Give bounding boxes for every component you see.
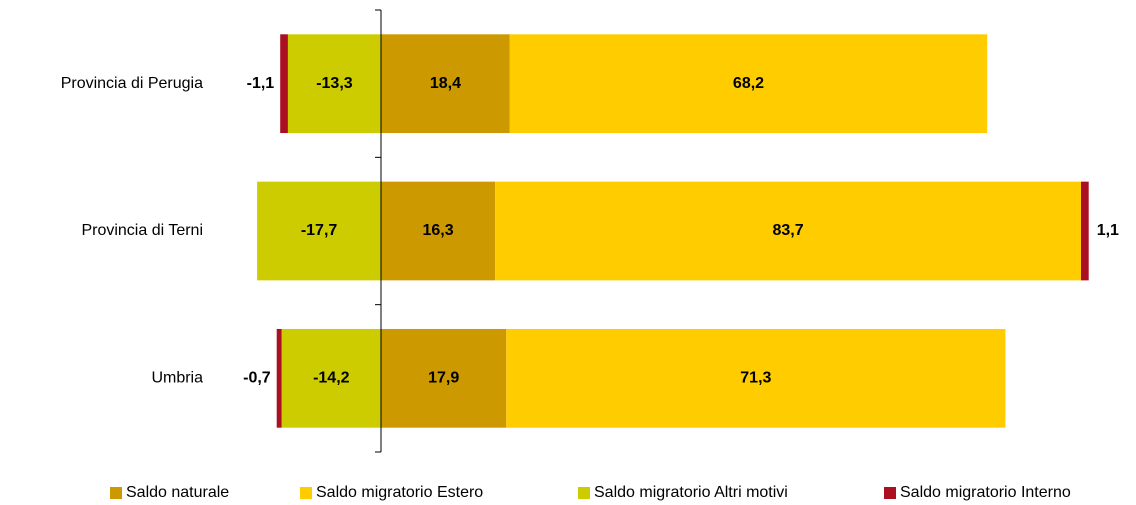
data-label: 83,7 (772, 222, 803, 239)
data-label: -13,3 (316, 75, 353, 92)
data-label: -17,7 (301, 222, 338, 239)
legend-swatch (578, 487, 590, 499)
data-label: 16,3 (422, 222, 453, 239)
bar-segment (381, 34, 510, 134)
bar-segment (276, 328, 282, 428)
bar-segment (509, 34, 988, 134)
legend-label: Saldo migratorio Estero (316, 484, 483, 501)
y-tick-label: Provincia di Terni (81, 222, 203, 239)
data-label: -1,1 (247, 75, 275, 92)
legend-label: Saldo migratorio Altri motivi (594, 484, 788, 501)
bar-segment (381, 181, 496, 281)
data-label: -14,2 (313, 370, 350, 387)
bar-segment (257, 181, 381, 281)
bar-segment (495, 181, 1082, 281)
data-label: 18,4 (430, 75, 461, 92)
legend-swatch (110, 487, 122, 499)
data-label: 1,1 (1097, 222, 1119, 239)
data-label: 17,9 (428, 370, 459, 387)
bar-segment (281, 328, 381, 428)
bar-segment (287, 34, 381, 134)
legend-swatch (300, 487, 312, 499)
legend-label: Saldo naturale (126, 484, 229, 501)
bar-segment (381, 328, 507, 428)
legend-label: Saldo migratorio Interno (900, 484, 1071, 501)
data-label: 68,2 (733, 75, 764, 92)
bar-segment (280, 34, 288, 134)
legend-swatch (884, 487, 896, 499)
data-label: -0,7 (243, 370, 271, 387)
y-tick-label: Umbria (151, 370, 203, 387)
bar-segment (1081, 181, 1089, 281)
bar-segment (506, 328, 1006, 428)
y-tick-label: Provincia di Perugia (61, 75, 203, 92)
data-label: 71,3 (740, 370, 771, 387)
